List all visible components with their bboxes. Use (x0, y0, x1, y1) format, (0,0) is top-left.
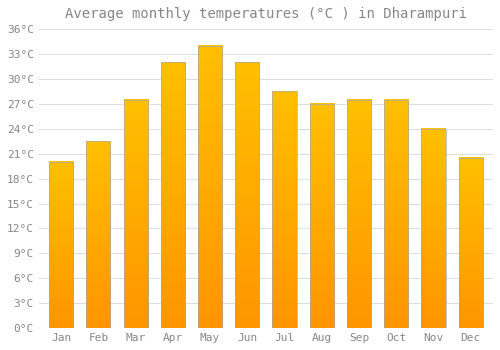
Bar (160, 62, 185, 328)
Bar (124, 100, 148, 328)
Bar (458, 158, 483, 328)
Bar (310, 104, 334, 328)
Bar (347, 100, 371, 328)
Bar (49, 162, 73, 328)
Bar (198, 46, 222, 328)
Title: Average monthly temperatures (°C ) in Dharampuri: Average monthly temperatures (°C ) in Dh… (65, 7, 467, 21)
Bar (86, 141, 110, 328)
Bar (272, 91, 296, 328)
Bar (422, 129, 446, 328)
Bar (384, 100, 408, 328)
Bar (235, 62, 260, 328)
